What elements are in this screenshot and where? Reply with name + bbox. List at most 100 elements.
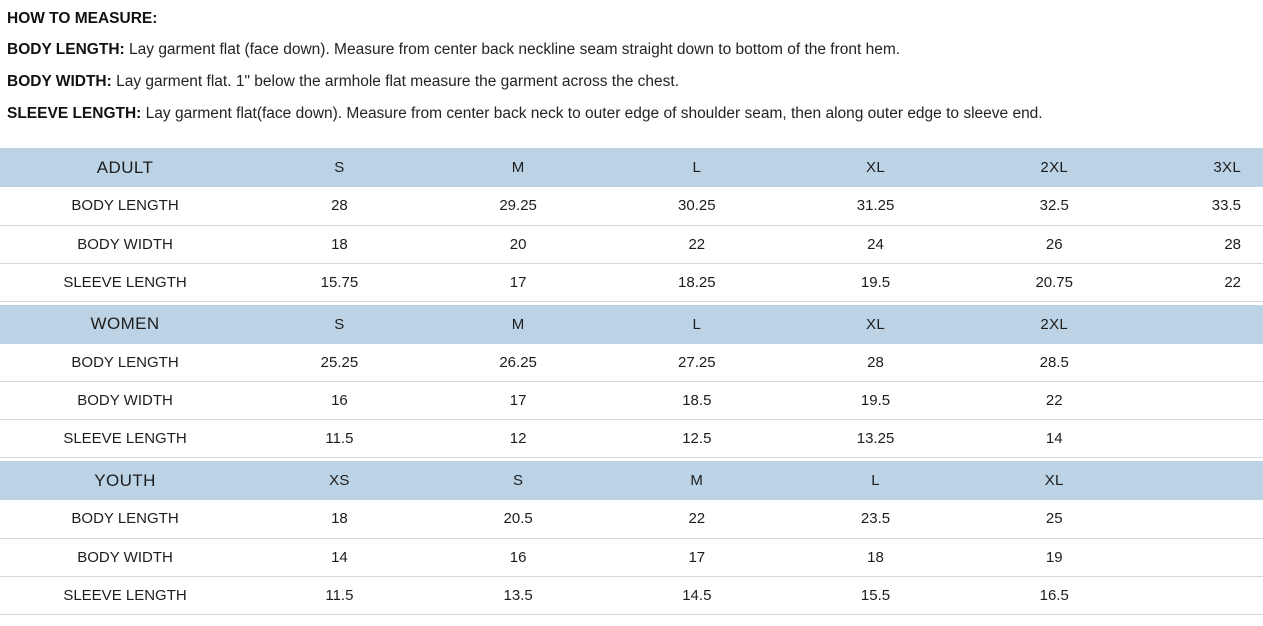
size-column-header: XL — [1044, 472, 1064, 489]
measurement-value: 28 — [867, 353, 884, 371]
measurement-label: BODY WIDTH — [77, 392, 173, 409]
measurement-value: 19.5 — [860, 273, 891, 291]
measurement-row: SLEEVE LENGTH 11.5 12 12.5 13.25 14 — [0, 420, 1263, 458]
table-header-row: YOUTH XS S M L XL — [0, 461, 1263, 500]
measurement-value: 24 — [867, 235, 884, 253]
instruction-body-length: BODY LENGTH: Lay garment flat (face down… — [7, 34, 1255, 66]
measurement-row: BODY WIDTH 16 17 18.5 19.5 22 — [0, 382, 1263, 420]
size-column-header: S — [512, 472, 524, 489]
measurement-value: 14 — [1045, 430, 1063, 447]
instruction-body-width-text: Lay garment flat. 1" below the armhole f… — [116, 73, 680, 90]
measurement-value: 26.25 — [499, 353, 537, 371]
measurement-row: BODY LENGTH 18 20.5 22 23.5 25 — [0, 500, 1263, 538]
size-column-header: XS — [329, 472, 350, 489]
measurement-label: BODY WIDTH — [77, 548, 173, 566]
measurement-value: 18.5 — [682, 392, 712, 409]
measurement-value: 22 — [1224, 273, 1241, 291]
size-column-header: XL — [866, 159, 885, 176]
measurement-value: 30.25 — [678, 197, 716, 215]
group-label: WOMEN — [90, 314, 160, 333]
size-column-header: 3XL — [1213, 159, 1241, 176]
measurement-value: 11.5 — [325, 430, 354, 447]
measurement-value: 15.5 — [860, 586, 891, 604]
measurement-value: 33.5 — [1211, 197, 1241, 215]
measurement-row: BODY LENGTH 25.25 26.25 27.25 28 28.5 — [0, 344, 1263, 382]
size-column-header: L — [871, 472, 880, 489]
group-label: YOUTH — [94, 470, 156, 490]
measurement-label: BODY LENGTH — [71, 510, 179, 528]
table-header-row: WOMEN S M L XL 2XL — [0, 304, 1263, 344]
size-column-header: XL — [866, 315, 885, 333]
measurement-value: 27.25 — [678, 353, 716, 371]
size-column-header: M — [690, 472, 704, 489]
size-tables: ADULT S M L XL 2XL 3XL BODY LENGTH 28 29.25 30.25 3… — [0, 148, 1263, 615]
measurement-value: 28.5 — [1039, 353, 1069, 371]
measurement-value — [1144, 538, 1263, 576]
size-column-header: S — [334, 159, 345, 176]
measurement-value: 23.5 — [860, 510, 891, 528]
measurement-value — [1144, 420, 1263, 458]
instruction-sleeve-length-text: Lay garment flat(face down). Measure fro… — [145, 105, 1043, 122]
size-column-header: M — [511, 315, 525, 333]
instruction-sleeve-length: SLEEVE LENGTH: Lay garment flat(face dow… — [7, 98, 1255, 130]
size-column-header — [1144, 305, 1263, 344]
table-header-row: ADULT S M L XL 2XL 3XL — [0, 148, 1263, 187]
measurement-row: SLEEVE LENGTH 15.75 17 18.25 19.5 20.75 22 — [0, 263, 1263, 301]
size-table-youth: YOUTH XS S M L XL BODY LENGTH 18 20.5 22 23.5 25 BOD… — [0, 461, 1263, 615]
measurement-row: BODY LENGTH 28 29.25 30.25 31.25 32.5 33.5 — [0, 187, 1263, 225]
measurement-value — [1144, 576, 1263, 614]
measurement-value — [1144, 500, 1263, 538]
size-table-adult: ADULT S M L XL 2XL 3XL BODY LENGTH 28 29.25 30.25 3… — [0, 148, 1263, 302]
size-table-women: WOMEN S M L XL 2XL BODY LENGTH 25.25 26.25 27.25 2… — [0, 304, 1263, 459]
measurement-value: 22 — [688, 510, 706, 528]
measurement-value: 19.5 — [860, 392, 891, 409]
section-title: HOW TO MEASURE: — [7, 10, 158, 27]
measurement-value: 28 — [1224, 235, 1241, 253]
measurement-value: 16 — [509, 548, 527, 566]
measurement-value: 17 — [509, 392, 527, 409]
measurement-value: 22 — [688, 235, 706, 253]
measurement-value: 25.25 — [320, 353, 359, 371]
measurement-row: SLEEVE LENGTH 11.5 13.5 14.5 15.5 16.5 — [0, 576, 1263, 614]
measurement-value: 13.5 — [503, 586, 533, 604]
instruction-body-width: BODY WIDTH: Lay garment flat. 1" below t… — [7, 66, 1255, 98]
measurement-value: 20.5 — [503, 510, 533, 528]
instruction-body-length-label: BODY LENGTH: — [7, 41, 125, 58]
measurement-value: 14 — [331, 548, 348, 566]
measurement-value: 25 — [1045, 510, 1063, 528]
instruction-sleeve-length-label: SLEEVE LENGTH: — [7, 105, 142, 122]
group-label: ADULT — [96, 157, 154, 177]
measurement-label: BODY WIDTH — [77, 235, 173, 253]
measurement-value: 17 — [509, 273, 527, 291]
measurement-label: BODY LENGTH — [71, 353, 179, 371]
measurement-row: BODY WIDTH 14 16 17 18 19 — [0, 538, 1263, 576]
size-column-header: L — [692, 315, 702, 333]
measurement-value: 11.5 — [325, 586, 354, 604]
size-column-header: M — [511, 159, 525, 176]
measurement-value: 18.25 — [678, 273, 716, 291]
measurement-value: 32.5 — [1039, 197, 1069, 215]
size-column-header: 2XL — [1040, 315, 1069, 333]
measurement-value — [1144, 344, 1263, 382]
measurement-row: BODY WIDTH 18 20 22 24 26 28 — [0, 225, 1263, 263]
measurement-label: SLEEVE LENGTH — [63, 430, 187, 447]
measurement-value: 18 — [331, 510, 348, 528]
how-to-measure-section: HOW TO MEASURE: BODY LENGTH: Lay garment… — [0, 0, 1263, 130]
measurement-value: 15.75 — [320, 273, 359, 291]
measurement-value — [1144, 382, 1263, 420]
size-column-header: 2XL — [1040, 159, 1069, 176]
measurement-value: 18 — [867, 548, 884, 566]
measurement-label: BODY LENGTH — [71, 197, 179, 215]
measurement-value: 16.5 — [1039, 586, 1069, 604]
instruction-body-length-text: Lay garment flat (face down). Measure fr… — [129, 41, 901, 58]
measurement-value: 31.25 — [856, 197, 895, 215]
measurement-value: 26 — [1045, 235, 1063, 253]
measurement-value: 18 — [331, 235, 348, 253]
measurement-label: SLEEVE LENGTH — [63, 273, 187, 291]
measurement-label: SLEEVE LENGTH — [63, 586, 187, 604]
size-column-header — [1144, 461, 1263, 500]
size-column-header: S — [334, 315, 345, 333]
measurement-value: 16 — [331, 392, 348, 409]
measurement-value: 17 — [688, 548, 706, 566]
